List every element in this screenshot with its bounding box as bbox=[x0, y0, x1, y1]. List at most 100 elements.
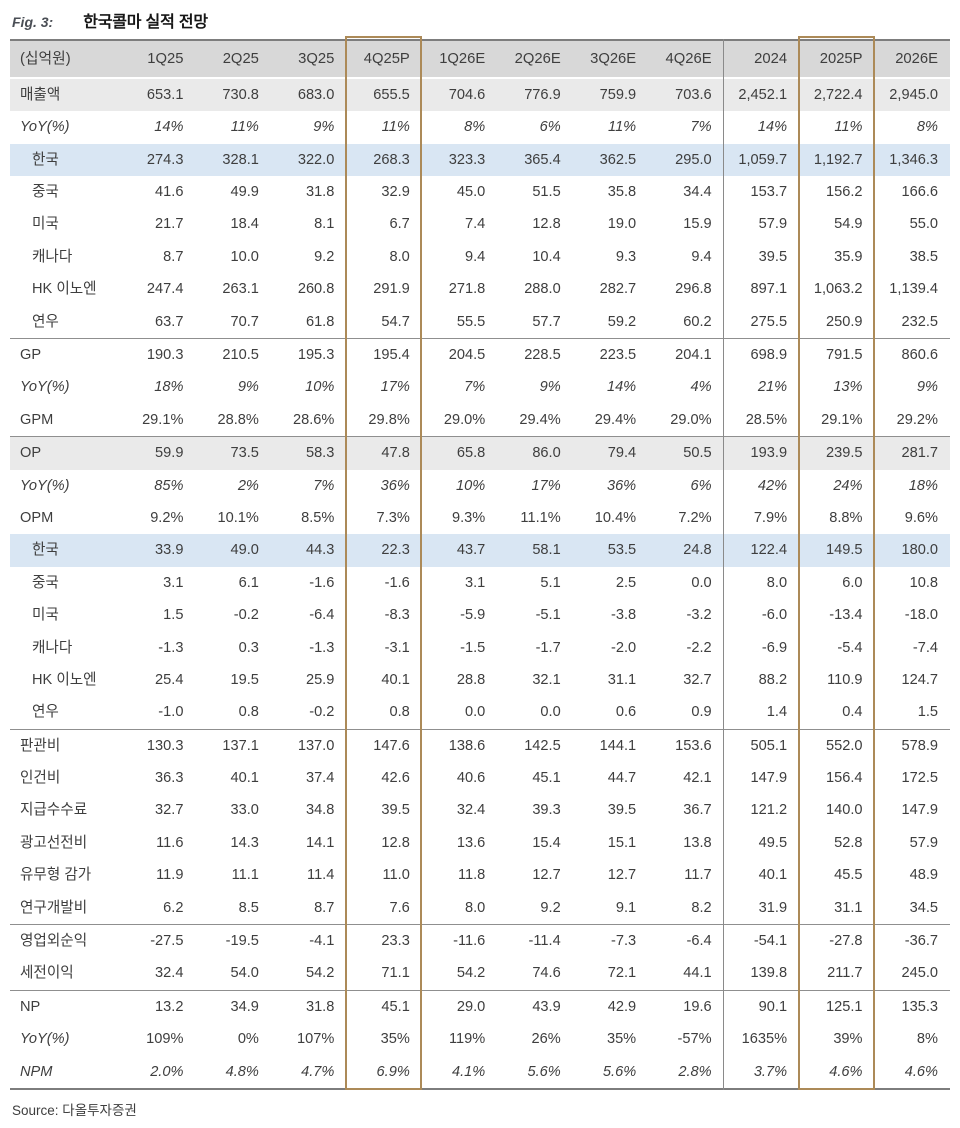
cell: 9.3 bbox=[615, 248, 637, 265]
cell: -3.8 bbox=[611, 607, 637, 624]
cell: 193.9 bbox=[723, 436, 800, 470]
cell: 1.5 bbox=[917, 704, 938, 721]
cell: 33.9 bbox=[120, 534, 196, 567]
column-header: 3Q25 bbox=[270, 40, 347, 79]
cell: 4.8% bbox=[225, 1063, 259, 1080]
cell: 11.9 bbox=[156, 867, 184, 884]
cell: 65.8 bbox=[421, 436, 498, 470]
cell: -0.2 bbox=[309, 704, 335, 721]
cell: 2,945.0 bbox=[874, 78, 950, 112]
cell: 14.3 bbox=[230, 834, 259, 851]
cell: 1.5 bbox=[163, 607, 184, 624]
cell: 655.5 bbox=[346, 78, 422, 112]
cell: 0% bbox=[237, 1031, 259, 1048]
cell: 7.4 bbox=[464, 216, 486, 233]
cell: -11.4 bbox=[497, 924, 573, 958]
cell: 121.2 bbox=[750, 802, 788, 819]
cell: 210.5 bbox=[195, 338, 271, 372]
cell: 29.0% bbox=[443, 411, 486, 428]
table-row: YoY(%) 109% 0% 107% 35% 119% 26% 35% -57% 1635% 39… bbox=[10, 1023, 950, 1055]
row-label: 미국 bbox=[32, 607, 59, 624]
cell: 28.6% bbox=[292, 411, 335, 428]
row-label: 인건비 bbox=[20, 770, 61, 787]
table-row: 미국 1.5 -0.2 -6.4 -8.3 -5.9 -5.1 -3.8 -3.2 -6.0 -13… bbox=[10, 599, 950, 631]
cell: -3.2 bbox=[686, 607, 712, 624]
cell: 31.8 bbox=[305, 184, 335, 201]
cell: 39.5 bbox=[381, 802, 410, 819]
cell: 44.1 bbox=[683, 965, 712, 982]
cell: 288.0 bbox=[524, 281, 561, 298]
cell: 24% bbox=[833, 477, 863, 494]
column-header: 2Q26E bbox=[497, 40, 573, 79]
cell: -1.3 bbox=[158, 639, 184, 656]
cell: 58.3 bbox=[270, 436, 347, 470]
cell: 11% bbox=[834, 119, 863, 136]
cell: 8.5% bbox=[301, 509, 335, 526]
cell: 0.0 bbox=[464, 704, 486, 721]
cell: 1635% bbox=[741, 1031, 788, 1048]
cell: 28.8% bbox=[217, 411, 259, 428]
cell: 9.2 bbox=[540, 899, 561, 916]
cell: 8.1 bbox=[314, 216, 335, 233]
cell: 45.5 bbox=[834, 867, 863, 884]
row-label: OP bbox=[10, 436, 120, 470]
cell: 39.5 bbox=[758, 248, 788, 265]
cell: 29.1% bbox=[821, 411, 863, 428]
cell: 71.1 bbox=[381, 965, 410, 982]
cell: 14% bbox=[154, 119, 184, 136]
row-label: GPM bbox=[20, 411, 54, 428]
cell: 25.4 bbox=[155, 671, 184, 688]
cell: 59.2 bbox=[607, 313, 637, 330]
cell: 1.4 bbox=[766, 704, 788, 721]
cell: 11.0 bbox=[382, 867, 410, 884]
cell: 147.6 bbox=[346, 728, 422, 763]
row-label: YoY(%) bbox=[20, 477, 70, 494]
cell: 63.7 bbox=[155, 313, 184, 330]
row-label: 한국 bbox=[10, 534, 120, 567]
cell: -7.4 bbox=[912, 639, 938, 656]
cell: 211.7 bbox=[827, 965, 863, 982]
cell: 31.1 bbox=[607, 671, 637, 688]
cell: -57% bbox=[677, 1031, 712, 1048]
table-row: GPM 29.1% 28.8% 28.6% 29.8% 29.0% 29.4% 29.4% 29… bbox=[10, 404, 950, 437]
column-header: 4Q25P bbox=[346, 40, 422, 79]
cell: 2,452.1 bbox=[723, 78, 800, 112]
row-label: 캐나다 bbox=[32, 248, 73, 265]
cell: 268.3 bbox=[346, 143, 422, 177]
cell: 57.9 bbox=[758, 216, 788, 233]
cell: 31.8 bbox=[270, 989, 347, 1024]
cell: 60.2 bbox=[683, 313, 712, 330]
row-label: 판관비 bbox=[10, 728, 120, 763]
cell: 362.5 bbox=[572, 143, 649, 177]
cell: 85% bbox=[154, 477, 184, 494]
cell: 21% bbox=[757, 379, 788, 396]
cell: 48.9 bbox=[909, 867, 938, 884]
report-figure: Fig. 3: 한국콜마 실적 전망 (십억원) 1Q25 2Q25 3Q25 4Q25… bbox=[0, 8, 960, 1128]
cell: 156.4 bbox=[826, 770, 863, 787]
cell: 8.2 bbox=[691, 899, 712, 916]
cell: 1,192.7 bbox=[799, 143, 875, 177]
cell: 49.5 bbox=[758, 834, 788, 851]
cell: 125.1 bbox=[799, 989, 875, 1024]
cell: 57.7 bbox=[532, 313, 561, 330]
cell: 897.1 bbox=[750, 281, 788, 298]
cell: 247.4 bbox=[146, 281, 184, 298]
cell: 552.0 bbox=[799, 728, 875, 763]
figure-title: 한국콜마 실적 전망 bbox=[83, 14, 208, 31]
cell: 0.9 bbox=[691, 704, 712, 721]
table-row: 지급수수료 32.7 33.0 34.8 39.5 32.4 39.3 39.5 36.7 121… bbox=[10, 795, 950, 827]
cell: -27.8 bbox=[799, 924, 875, 958]
cell: 59.9 bbox=[120, 436, 196, 470]
cell: 28.8 bbox=[456, 671, 486, 688]
row-label: 매출액 bbox=[10, 78, 120, 112]
cell: 281.7 bbox=[874, 436, 950, 470]
cell: -2.0 bbox=[611, 639, 637, 656]
cell: 39% bbox=[833, 1031, 863, 1048]
cell: 49.9 bbox=[230, 184, 259, 201]
row-label: 중국 bbox=[32, 574, 59, 591]
cell: 13% bbox=[833, 379, 863, 396]
row-label: NP bbox=[10, 989, 120, 1024]
cell: 7% bbox=[313, 477, 335, 494]
cell: 11.8 bbox=[457, 867, 486, 884]
cell: 8.5 bbox=[238, 899, 259, 916]
